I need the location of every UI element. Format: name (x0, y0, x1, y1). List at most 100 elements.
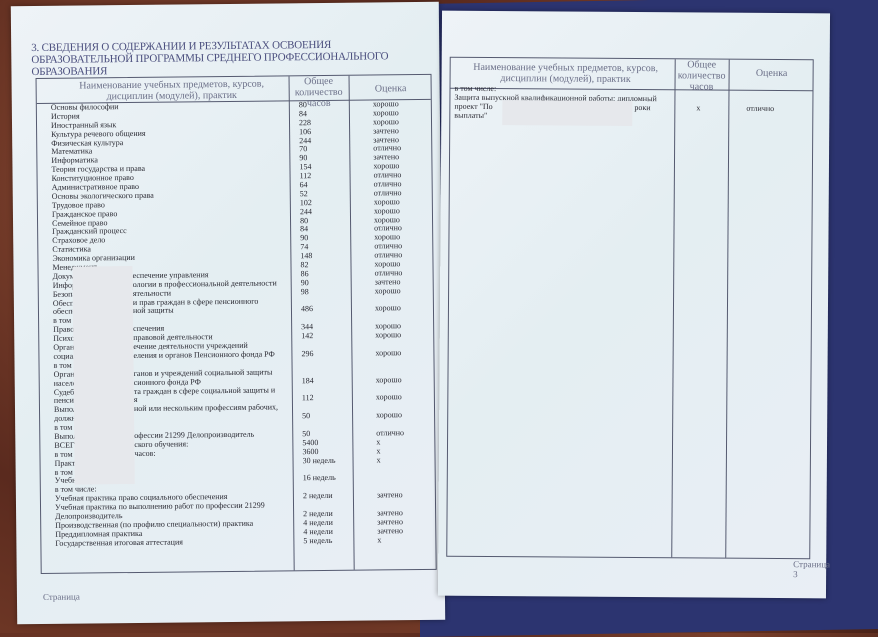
hours-value: 16 недель (302, 473, 336, 483)
hours-value: 184 (301, 375, 314, 385)
grade-value: зачтено (377, 517, 403, 527)
hours-value: 148 (300, 251, 313, 261)
hours-value: 4 недели (303, 526, 333, 536)
grade-value: отлично (746, 103, 775, 113)
hours-value: 142 (301, 331, 314, 341)
grade-value: x (376, 455, 381, 465)
hours-value: 52 (299, 189, 308, 199)
grade-value: хорошо (374, 285, 401, 296)
hours-value: 106 (299, 126, 312, 136)
hours-value: 244 (299, 135, 312, 145)
hours-value: 228 (298, 117, 312, 128)
grade-value: отлично (373, 179, 402, 189)
subject-name: История (50, 111, 80, 121)
hours-value: 30 недель (302, 455, 336, 465)
redaction-box (502, 100, 633, 126)
grades-table: Наименование учебных предметов, курсов, … (446, 56, 814, 560)
hours-value: 50 (302, 411, 311, 421)
hours-value: x (696, 103, 701, 113)
hours-value: 90 (299, 153, 308, 163)
header-grade: Оценка (374, 83, 407, 95)
hours-value: 2 недели (303, 508, 333, 519)
grade-value: хорошо (376, 410, 402, 420)
hours-value: 5 недель (303, 535, 333, 545)
grade-value: хорошо (373, 214, 400, 225)
section-title: 3. СВЕДЕНИЯ О СОДЕРЖАНИИ И РЕЗУЛЬТАТАХ О… (31, 38, 389, 79)
subject-name: Государственная итоговая аттестация (55, 537, 183, 548)
grade-value: отлично (374, 241, 403, 251)
hours-value: 90 (300, 233, 309, 243)
grade-value: зачтено (373, 125, 399, 136)
grade-value: зачтено (373, 152, 400, 162)
right-page: Наименование учебных предметов, курсов, … (437, 10, 831, 599)
hours-value: 3600 (302, 446, 319, 456)
grade-value: зачтено (374, 277, 401, 287)
grade-value: хорошо (375, 330, 402, 340)
redaction-box (72, 265, 135, 485)
grade-value: хорошо (372, 99, 399, 109)
hours-value: 112 (299, 171, 312, 181)
hours-value: 2 недели (302, 491, 333, 501)
grade-value: хорошо (373, 161, 400, 171)
hours-value: 50 (302, 429, 311, 439)
subject-name: в том числе: (454, 83, 497, 94)
subject-name-continued: роки (634, 102, 651, 112)
grade-value: хорошо (375, 348, 402, 358)
hours-value: 244 (299, 206, 312, 216)
grade-value: отлично (376, 428, 405, 438)
hours-value: 64 (299, 180, 308, 190)
grade-value: x (376, 446, 381, 456)
grade-value: зачтено (373, 134, 399, 145)
header-name: Наименование учебных предметов, курсов, … (79, 78, 265, 103)
grade-value: отлично (374, 223, 402, 233)
hours-value: 86 (300, 269, 309, 279)
left-page: 3. СВЕДЕНИЯ О СОДЕРЖАНИИ И РЕЗУЛЬТАТАХ О… (10, 1, 446, 625)
grade-value: x (376, 437, 381, 447)
subject-name-continued: часов: (134, 448, 156, 458)
page-footer: Страница (42, 591, 80, 602)
hours-value: 74 (300, 242, 309, 252)
grade-value: хорошо (372, 116, 399, 127)
grades-table: Наименование учебных предметов, курсов, … (35, 73, 437, 574)
grade-value: отлично (373, 170, 402, 180)
hours-value: 80 (298, 100, 307, 110)
hours-value: 84 (298, 109, 307, 119)
hours-value: 4 недели (303, 517, 333, 528)
grade-value: хорошо (373, 196, 400, 207)
grade-value: хорошо (375, 392, 402, 402)
subject-name-continued: я (133, 395, 138, 405)
grade-value: отлично (374, 268, 403, 278)
subject-name: Докум (52, 271, 75, 281)
grade-value: зачтено (377, 525, 404, 536)
grade-value: хорошо (375, 321, 402, 331)
grade-value: хорошо (374, 303, 401, 313)
subject-name-continued: спечения (133, 323, 165, 334)
grade-value: хорошо (375, 374, 402, 385)
hours-value: 344 (301, 322, 314, 332)
hours-value: 102 (299, 197, 312, 208)
hours-value: 70 (299, 144, 308, 154)
grade-value: отлично (373, 143, 402, 153)
grade-value: зачтено (377, 508, 403, 518)
header-name: Наименование учебных предметов, курсов, … (473, 61, 659, 85)
hours-value: 112 (301, 393, 314, 403)
hours-value: 486 (300, 304, 314, 314)
hours-value: 80 (299, 215, 309, 225)
hours-value: 296 (301, 349, 314, 359)
grade-value: зачтено (376, 490, 403, 500)
grade-value: отлично (374, 250, 403, 260)
hours-value: 90 (300, 277, 309, 288)
grade-value: x (377, 535, 382, 545)
grade-value: хорошо (374, 232, 401, 242)
grade-value: хорошо (374, 259, 401, 269)
hours-value: 154 (299, 162, 312, 172)
header-grade: Оценка (755, 67, 788, 80)
grade-value: хорошо (373, 205, 400, 216)
hours-value: 5400 (302, 437, 319, 448)
grade-value: отлично (373, 188, 402, 198)
hours-value: 82 (300, 260, 309, 270)
subject-name: выплаты" (454, 110, 488, 120)
hours-value: 84 (300, 224, 309, 234)
hours-value: 98 (300, 286, 309, 296)
page-footer: Страница 3 (793, 559, 831, 580)
